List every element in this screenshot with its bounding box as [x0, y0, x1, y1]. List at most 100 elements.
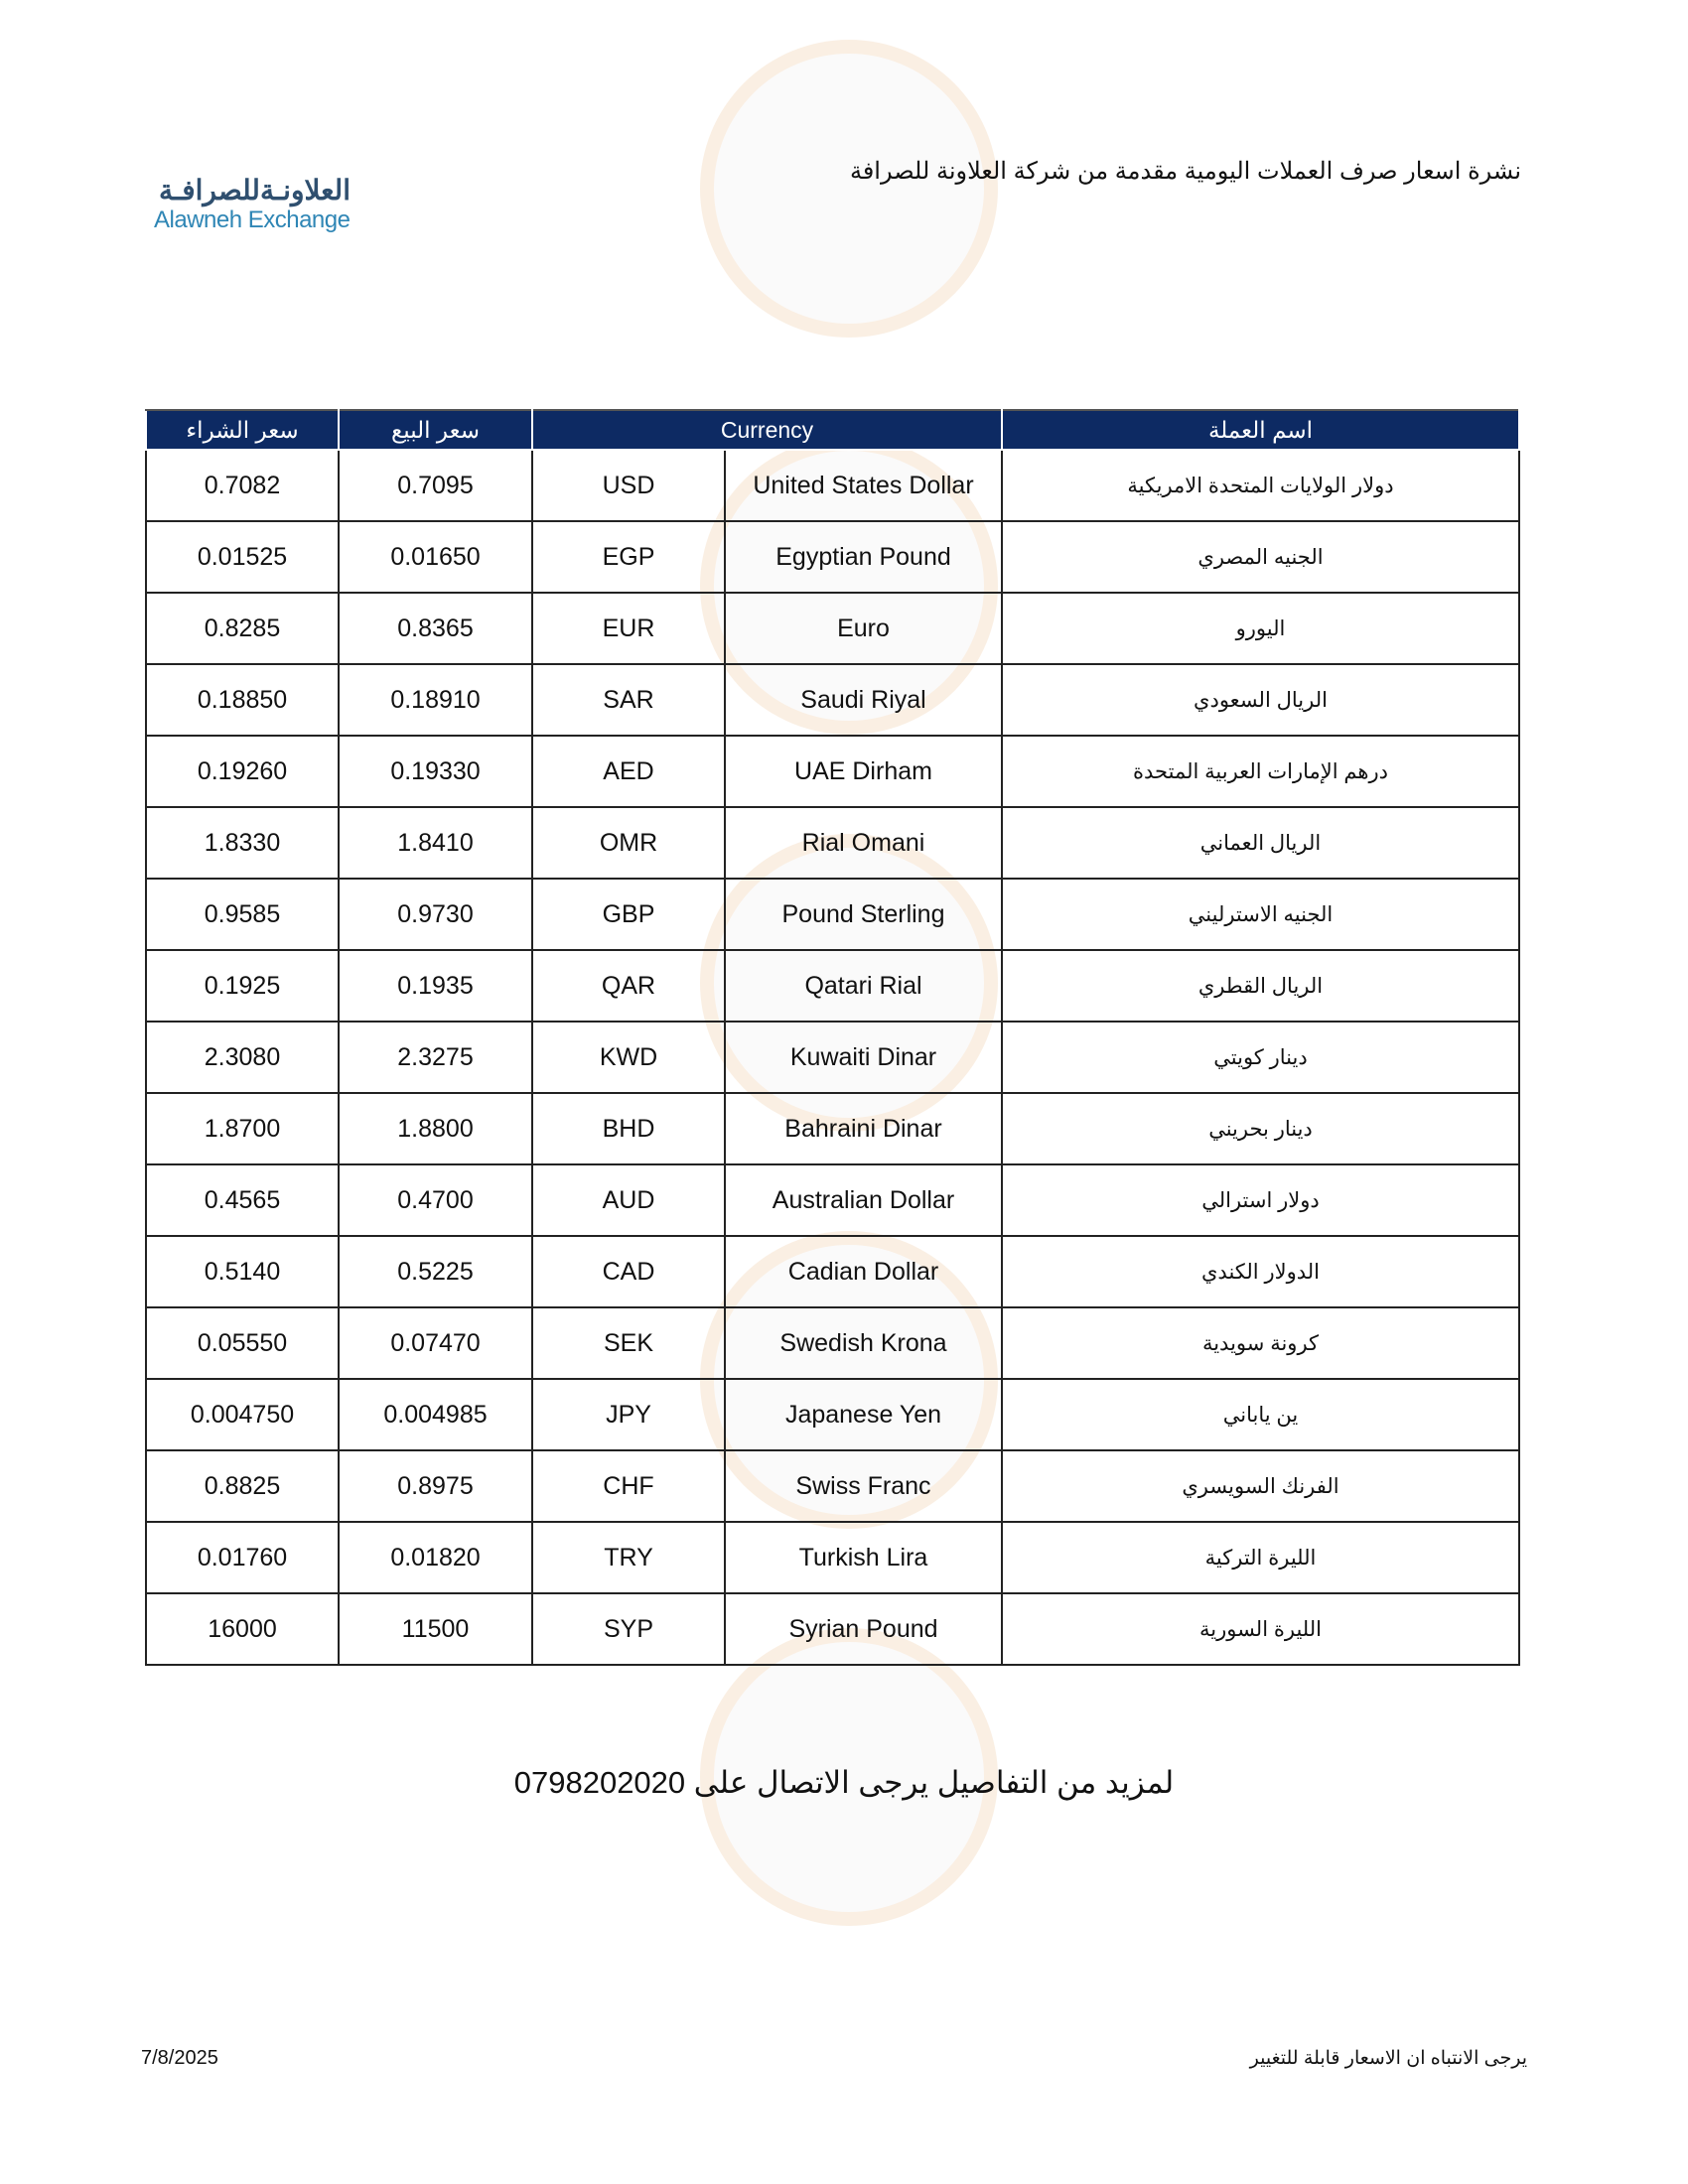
currency-name-ar: كرونة سويدية [1001, 1306, 1520, 1380]
currency-name-ar: دينار كويتي [1001, 1021, 1520, 1094]
currency-name-ar: درهم الإمارات العربية المتحدة [1001, 735, 1520, 808]
currency-name-en: United States Dollar [724, 449, 1003, 522]
currency-name-en: Syrian Pound [724, 1592, 1003, 1666]
buy-rate: 0.8285 [145, 592, 340, 665]
sell-rate: 0.004985 [338, 1378, 533, 1451]
buy-rate: 0.9585 [145, 878, 340, 951]
currency-name-ar: الفرنك السويسري [1001, 1449, 1520, 1523]
currency-code: CHF [531, 1449, 726, 1523]
currency-name-ar: الليرة السورية [1001, 1592, 1520, 1666]
currency-name-ar: دولار استرالي [1001, 1163, 1520, 1237]
sell-rate: 0.7095 [338, 449, 533, 522]
sell-rate: 0.01650 [338, 520, 533, 594]
currency-name-ar: دينار بحريني [1001, 1092, 1520, 1165]
buy-rate: 1.8700 [145, 1092, 340, 1165]
currency-name-ar: الريال العماني [1001, 806, 1520, 880]
sell-rate: 1.8800 [338, 1092, 533, 1165]
table-row: 0.05550 0.07470 SEK Swedish Krona كرونة سويد… [145, 1306, 1520, 1380]
table-row: 2.3080 2.3275 KWD Kuwaiti Dinar دينار كويتي [145, 1021, 1520, 1094]
table-row: 0.01760 0.01820 TRY Turkish Lira الليرة التر… [145, 1521, 1520, 1594]
currency-name-en: Australian Dollar [724, 1163, 1003, 1237]
currency-name-en: Qatari Rial [724, 949, 1003, 1023]
sell-rate: 11500 [338, 1592, 533, 1666]
currency-name-ar: الليرة التركية [1001, 1521, 1520, 1594]
date: 7/8/2025 [141, 2047, 218, 2069]
currency-code: EUR [531, 592, 726, 665]
header-name-ar: اسم العملة [1001, 409, 1520, 451]
buy-rate: 1.8330 [145, 806, 340, 880]
currency-name-en: Kuwaiti Dinar [724, 1021, 1003, 1094]
currency-code: TRY [531, 1521, 726, 1594]
table-row: 1.8700 1.8800 BHD Bahraini Dinar دينار بحرين… [145, 1092, 1520, 1165]
currency-name-en: Turkish Lira [724, 1521, 1003, 1594]
table-row: 16000 11500 SYP Syrian Pound الليرة السورية [145, 1592, 1520, 1666]
buy-rate: 16000 [145, 1592, 340, 1666]
currency-name-en: Bahraini Dinar [724, 1092, 1003, 1165]
currency-name-ar: الدولار الكندي [1001, 1235, 1520, 1308]
sell-rate: 0.18910 [338, 663, 533, 737]
currency-code: JPY [531, 1378, 726, 1451]
currency-name-ar: ين ياباني [1001, 1378, 1520, 1451]
currency-name-ar: الجنيه الاسترليني [1001, 878, 1520, 951]
buy-rate: 0.004750 [145, 1378, 340, 1451]
table-row: 0.01525 0.01650 EGP Egyptian Pound الجنيه ال… [145, 520, 1520, 594]
currency-code: SYP [531, 1592, 726, 1666]
currency-code: KWD [531, 1021, 726, 1094]
sell-rate: 0.8975 [338, 1449, 533, 1523]
table-row: 1.8330 1.8410 OMR Rial Omani الريال العماني [145, 806, 1520, 880]
currency-code: CAD [531, 1235, 726, 1308]
sell-rate: 0.4700 [338, 1163, 533, 1237]
table-row: 0.8825 0.8975 CHF Swiss Franc الفرنك السويسر… [145, 1449, 1520, 1523]
table-row: 0.9585 0.9730 GBP Pound Sterling الجنيه الاس… [145, 878, 1520, 951]
exchange-rates-table: سعر الشراء سعر البيع Currency اسم العملة… [145, 409, 1520, 1666]
logo-arabic: العلاونـةللصرافـة [159, 175, 351, 205]
sell-rate: 0.07470 [338, 1306, 533, 1380]
company-logo: العلاونـةللصرافـة Alawneh Exchange [154, 175, 352, 234]
disclaimer-note: يرجى الانتباه ان الاسعار قابلة للتغيير [1249, 2048, 1527, 2069]
logo-english: Alawneh Exchange [154, 206, 351, 233]
buy-rate: 0.18850 [145, 663, 340, 737]
table-row: 0.18850 0.18910 SAR Saudi Riyal الريال السعو… [145, 663, 1520, 737]
buy-rate: 0.01525 [145, 520, 340, 594]
table-row: 0.4565 0.4700 AUD Australian Dollar دولار اس… [145, 1163, 1520, 1237]
currency-name-en: Euro [724, 592, 1003, 665]
currency-code: GBP [531, 878, 726, 951]
currency-name-en: Cadian Dollar [724, 1235, 1003, 1308]
sell-rate: 0.19330 [338, 735, 533, 808]
contact-info: لمزيد من التفاصيل يرجى الاتصال على 07982… [513, 1765, 1175, 1800]
table-row: 0.8285 0.8365 EUR Euro اليورو [145, 592, 1520, 665]
sell-rate: 0.9730 [338, 878, 533, 951]
currency-name-en: Rial Omani [724, 806, 1003, 880]
sell-rate: 0.01820 [338, 1521, 533, 1594]
sell-rate: 0.1935 [338, 949, 533, 1023]
currency-code: QAR [531, 949, 726, 1023]
buy-rate: 0.4565 [145, 1163, 340, 1237]
table-row: 0.1925 0.1935 QAR Qatari Rial الريال القطري [145, 949, 1520, 1023]
currency-name-en: Saudi Riyal [724, 663, 1003, 737]
currency-code: SAR [531, 663, 726, 737]
currency-code: OMR [531, 806, 726, 880]
table-header-row: سعر الشراء سعر البيع Currency اسم العملة [145, 409, 1520, 451]
currency-name-en: UAE Dirham [724, 735, 1003, 808]
table-row: 0.004750 0.004985 JPY Japanese Yen ين ياباني [145, 1378, 1520, 1451]
currency-name-ar: الريال القطري [1001, 949, 1520, 1023]
table-row: 0.5140 0.5225 CAD Cadian Dollar الدولار الكن… [145, 1235, 1520, 1308]
buy-rate: 0.05550 [145, 1306, 340, 1380]
currency-name-ar: دولار الولايات المتحدة الامريكية [1001, 449, 1520, 522]
sell-rate: 2.3275 [338, 1021, 533, 1094]
buy-rate: 0.01760 [145, 1521, 340, 1594]
currency-code: BHD [531, 1092, 726, 1165]
buy-rate: 2.3080 [145, 1021, 340, 1094]
buy-rate: 0.1925 [145, 949, 340, 1023]
table-row: 0.7082 0.7095 USD United States Dollar دولار… [145, 449, 1520, 522]
currency-name-en: Japanese Yen [724, 1378, 1003, 1451]
header-sell: سعر البيع [338, 409, 533, 451]
currency-name-en: Swedish Krona [724, 1306, 1003, 1380]
watermark-clock-icon [700, 40, 998, 338]
header-currency: Currency [531, 409, 1003, 451]
page-title: نشرة اسعار صرف العملات اليومية مقدمة من … [849, 158, 1521, 185]
currency-code: USD [531, 449, 726, 522]
currency-name-ar: الجنيه المصري [1001, 520, 1520, 594]
buy-rate: 0.7082 [145, 449, 340, 522]
